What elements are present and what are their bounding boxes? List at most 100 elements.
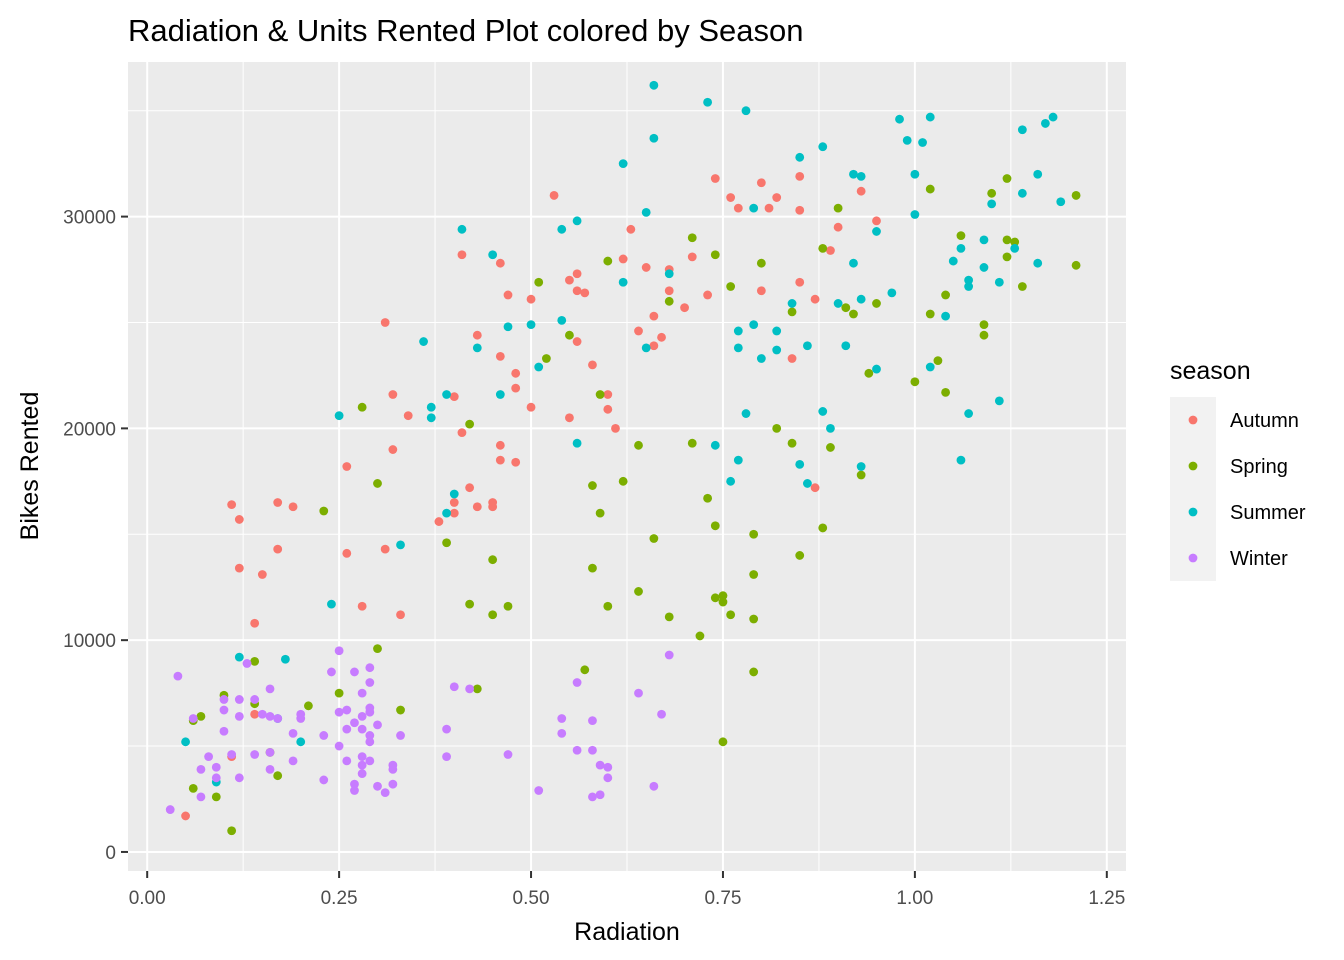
point-summer: [910, 169, 920, 179]
point-summer: [856, 294, 866, 304]
point-spring: [396, 705, 405, 715]
point-winter: [334, 741, 344, 751]
point-summer: [1017, 125, 1027, 135]
point-winter: [588, 716, 597, 726]
point-winter: [365, 737, 375, 747]
point-spring: [687, 233, 697, 243]
point-autumn: [687, 252, 697, 262]
legend-key-spring: [1188, 461, 1198, 471]
point-spring: [603, 256, 613, 266]
x-tick-label: 1.25: [1088, 888, 1125, 909]
point-spring: [595, 508, 605, 518]
point-summer: [964, 409, 974, 418]
point-summer: [925, 112, 935, 122]
point-summer: [979, 235, 989, 245]
point-spring: [1002, 235, 1012, 245]
point-autumn: [772, 193, 782, 202]
point-summer: [902, 135, 912, 145]
point-winter: [265, 764, 275, 774]
point-winter: [165, 805, 175, 814]
point-autumn: [626, 224, 636, 234]
point-winter: [603, 762, 613, 772]
point-winter: [234, 773, 244, 783]
point-summer: [641, 343, 651, 353]
point-summer: [872, 364, 881, 374]
point-summer: [787, 299, 797, 308]
point-summer: [979, 263, 989, 272]
point-spring: [956, 231, 966, 241]
point-winter: [557, 714, 567, 723]
point-winter: [342, 724, 352, 734]
point-spring: [910, 377, 920, 387]
point-autumn: [288, 502, 298, 512]
point-autumn: [826, 246, 835, 255]
point-autumn: [495, 455, 505, 465]
point-autumn: [703, 290, 713, 300]
point-spring: [787, 307, 797, 317]
y-tick-label: 30000: [63, 208, 116, 229]
point-spring: [933, 356, 943, 366]
point-spring: [941, 387, 950, 397]
point-winter: [442, 752, 451, 762]
point-spring: [749, 529, 759, 539]
point-spring: [710, 593, 720, 603]
point-winter: [449, 682, 459, 692]
y-tick-label: 10000: [63, 631, 116, 652]
point-autumn: [618, 254, 628, 264]
point-autumn: [649, 341, 659, 351]
point-summer: [557, 315, 567, 325]
point-summer: [818, 142, 828, 152]
point-spring: [726, 610, 736, 620]
point-spring: [664, 612, 674, 622]
point-winter: [219, 705, 229, 715]
legend-title: season: [1170, 357, 1251, 385]
legend-key-summer: [1188, 507, 1198, 517]
point-winter: [211, 773, 221, 783]
point-autumn: [657, 332, 666, 342]
point-winter: [595, 760, 605, 770]
point-summer: [649, 80, 659, 90]
y-axis-ticks: 0 10000 20000 30000: [63, 208, 128, 864]
point-summer: [526, 320, 536, 330]
x-axis-title: Radiation: [574, 918, 680, 946]
point-summer: [557, 224, 567, 234]
point-autumn: [872, 216, 881, 226]
y-axis-title: Bikes Rented: [16, 392, 44, 541]
point-autumn: [565, 275, 574, 285]
point-summer: [1048, 112, 1058, 122]
point-summer: [1056, 197, 1066, 207]
point-winter: [350, 667, 359, 677]
point-autumn: [388, 390, 398, 399]
point-autumn: [526, 402, 536, 412]
point-autumn: [810, 483, 820, 493]
point-spring: [718, 591, 728, 601]
point-winter: [196, 764, 206, 774]
point-summer: [910, 210, 920, 219]
point-autumn: [403, 411, 413, 421]
point-spring: [603, 601, 613, 611]
point-summer: [733, 455, 743, 465]
point-summer: [818, 407, 828, 416]
point-summer: [649, 133, 659, 143]
point-winter: [257, 709, 267, 719]
point-summer: [503, 322, 513, 332]
point-winter: [365, 731, 375, 740]
point-winter: [357, 688, 367, 698]
legend: season Autumn Spring Summer Winter: [1170, 357, 1306, 581]
point-winter: [350, 786, 359, 795]
point-winter: [227, 750, 237, 759]
point-winter: [296, 709, 306, 719]
point-autumn: [396, 610, 405, 620]
point-spring: [718, 737, 728, 747]
point-summer: [803, 341, 812, 351]
point-autumn: [449, 498, 459, 507]
point-summer: [396, 540, 405, 550]
point-spring: [1071, 191, 1081, 200]
point-winter: [588, 745, 597, 755]
x-tick-label: 0.75: [704, 888, 741, 909]
point-autumn: [380, 318, 390, 327]
point-spring: [541, 354, 551, 363]
point-spring: [718, 597, 728, 607]
y-tick-label: 0: [105, 843, 116, 864]
chart-title: Radiation & Units Rented Plot colored by…: [128, 13, 804, 48]
